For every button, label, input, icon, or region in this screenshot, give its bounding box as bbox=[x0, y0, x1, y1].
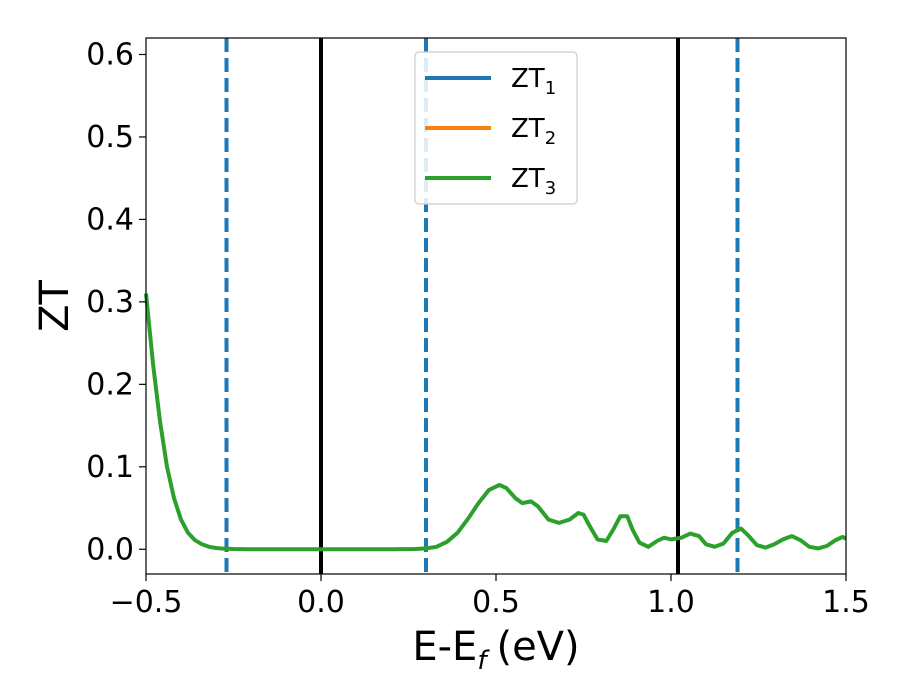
y-tick-label: 0.3 bbox=[86, 285, 134, 320]
x-tick-label: 1.5 bbox=[822, 585, 870, 620]
x-tick-label: 0.5 bbox=[472, 585, 520, 620]
y-axis-ticks: 0.0 0.1 0.2 0.3 0.4 0.5 0.6 bbox=[86, 37, 146, 567]
legend-box bbox=[414, 51, 578, 205]
x-axis-ticks: −0.5 0.0 0.5 1.0 1.5 bbox=[110, 574, 870, 620]
y-axis-label: ZT bbox=[32, 280, 78, 332]
x-axis-label: E-Ef (eV) bbox=[412, 624, 579, 676]
x-axis-label-subscript: f bbox=[477, 646, 490, 676]
y-tick-label: 0.5 bbox=[86, 120, 134, 155]
legend-label-1: ZT1 bbox=[511, 64, 556, 99]
x-tick-label: 0.0 bbox=[297, 585, 345, 620]
legend-label-2: ZT2 bbox=[511, 114, 556, 149]
y-tick-label: 0.0 bbox=[86, 532, 134, 567]
y-tick-label: 0.4 bbox=[86, 202, 134, 237]
legend-label-3: ZT3 bbox=[511, 164, 556, 199]
legend-items: ZT1 ZT2 ZT3 bbox=[425, 64, 556, 199]
y-tick-label: 0.1 bbox=[86, 450, 134, 485]
x-tick-label: 1.0 bbox=[647, 585, 695, 620]
x-tick-label: −0.5 bbox=[110, 585, 183, 620]
x-axis-label-unit: (eV) bbox=[496, 624, 579, 670]
y-tick-label: 0.2 bbox=[86, 367, 134, 402]
x-axis-label-main: E-E bbox=[412, 624, 477, 670]
series-line-3 bbox=[144, 293, 847, 552]
legend: ZT1 ZT2 ZT3 bbox=[414, 51, 578, 205]
series-lines bbox=[144, 293, 847, 552]
y-tick-label: 0.6 bbox=[86, 37, 134, 72]
